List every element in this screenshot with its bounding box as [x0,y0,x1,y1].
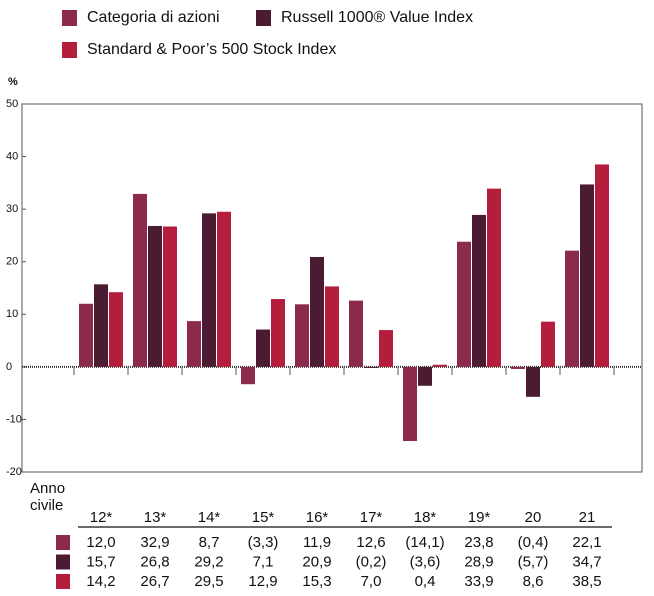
bar [256,329,270,367]
y-tick-label: -20 [6,466,22,478]
y-tick-label: 10 [6,308,18,320]
plot-frame [21,103,643,473]
table-value: 28,9 [464,553,493,570]
legend-label: Russell 1000® Value Index [281,9,473,26]
table-swatch [56,554,70,570]
table-value: 26,7 [140,573,169,590]
x-tick-label: 18* [414,509,437,526]
table-value: 15,3 [302,573,331,590]
bar [187,321,201,367]
table-value: 12,6 [356,534,385,551]
bar [541,321,555,367]
table-value: 8,6 [523,573,544,590]
table-value: 23,8 [464,534,493,551]
table-value: 8,7 [199,534,220,551]
x-tick-label: 15* [252,509,275,526]
legend-swatch [62,10,77,26]
table-value: 38,5 [572,573,601,590]
bar [457,241,471,367]
table-value: (3,6) [410,553,441,570]
table-value: 15,7 [86,553,115,570]
x-tick-label: 17* [360,509,383,526]
bar [403,366,417,441]
bar [217,211,231,367]
table-value: 12,9 [248,573,277,590]
bar [526,366,540,397]
table-value: (0,4) [518,534,549,551]
table-value: 7,0 [361,573,382,590]
y-tick-label: 20 [6,256,18,268]
table-value: (14,1) [405,534,444,551]
y-axis-label: % [8,76,18,88]
y-tick-label: 0 [6,361,12,373]
x-axis-label: Anno civile [30,480,66,514]
x-tick-label: 16* [306,509,329,526]
bar [241,366,255,385]
y-tick-label: 30 [6,203,18,215]
bar [433,364,447,367]
bar [109,292,123,367]
bar [310,256,324,367]
table-value: 26,8 [140,553,169,570]
y-tick-label: -10 [6,413,22,425]
x-tick-label: 13* [144,509,167,526]
bar [133,193,147,367]
bar [511,366,525,369]
table-value: 29,2 [194,553,223,570]
bar [565,250,579,367]
legend-swatch [62,42,77,58]
bar [202,213,216,367]
bar [379,330,393,367]
table-value: (5,7) [518,553,549,570]
table-value: 7,1 [253,553,274,570]
table-value: (3,3) [248,534,279,551]
bar [472,214,486,367]
table-value: 12,0 [86,534,115,551]
bar [364,366,378,368]
table-value: (0,2) [356,553,387,570]
table-value: 20,9 [302,553,331,570]
bar [349,300,363,367]
table-value: 0,4 [415,573,436,590]
table-value: 29,5 [194,573,223,590]
table-swatch [56,574,70,589]
x-tick-label: 19* [468,509,491,526]
bar [148,225,162,367]
bar [418,366,432,386]
x-tick-label: 21 [579,509,596,526]
bar [94,284,108,367]
bar [325,286,339,367]
table-swatch [56,535,70,550]
table-value: 14,2 [86,573,115,590]
x-tick-label: 12* [90,509,113,526]
table-value: 11,9 [303,534,331,551]
table-value: 34,7 [572,553,601,570]
y-tick-label: 50 [6,98,18,110]
table-value: 32,9 [140,534,169,551]
x-tick-label: 20 [525,509,542,526]
bar [580,184,594,367]
y-tick-label: 40 [6,150,18,162]
table-value: 33,9 [464,573,493,590]
bar [163,226,177,367]
x-tick-label: 14* [198,509,221,526]
bar [487,188,501,367]
bar [271,299,285,367]
legend-swatch [256,10,271,26]
table-value: 22,1 [572,534,601,551]
x-label-box: Anno civile [30,480,66,514]
legend-label: Categoria di azioni [87,9,220,26]
legend-label: Standard & Poor’s 500 Stock Index [87,41,336,58]
bar [295,304,309,367]
bar [79,303,93,367]
bar [595,164,609,367]
